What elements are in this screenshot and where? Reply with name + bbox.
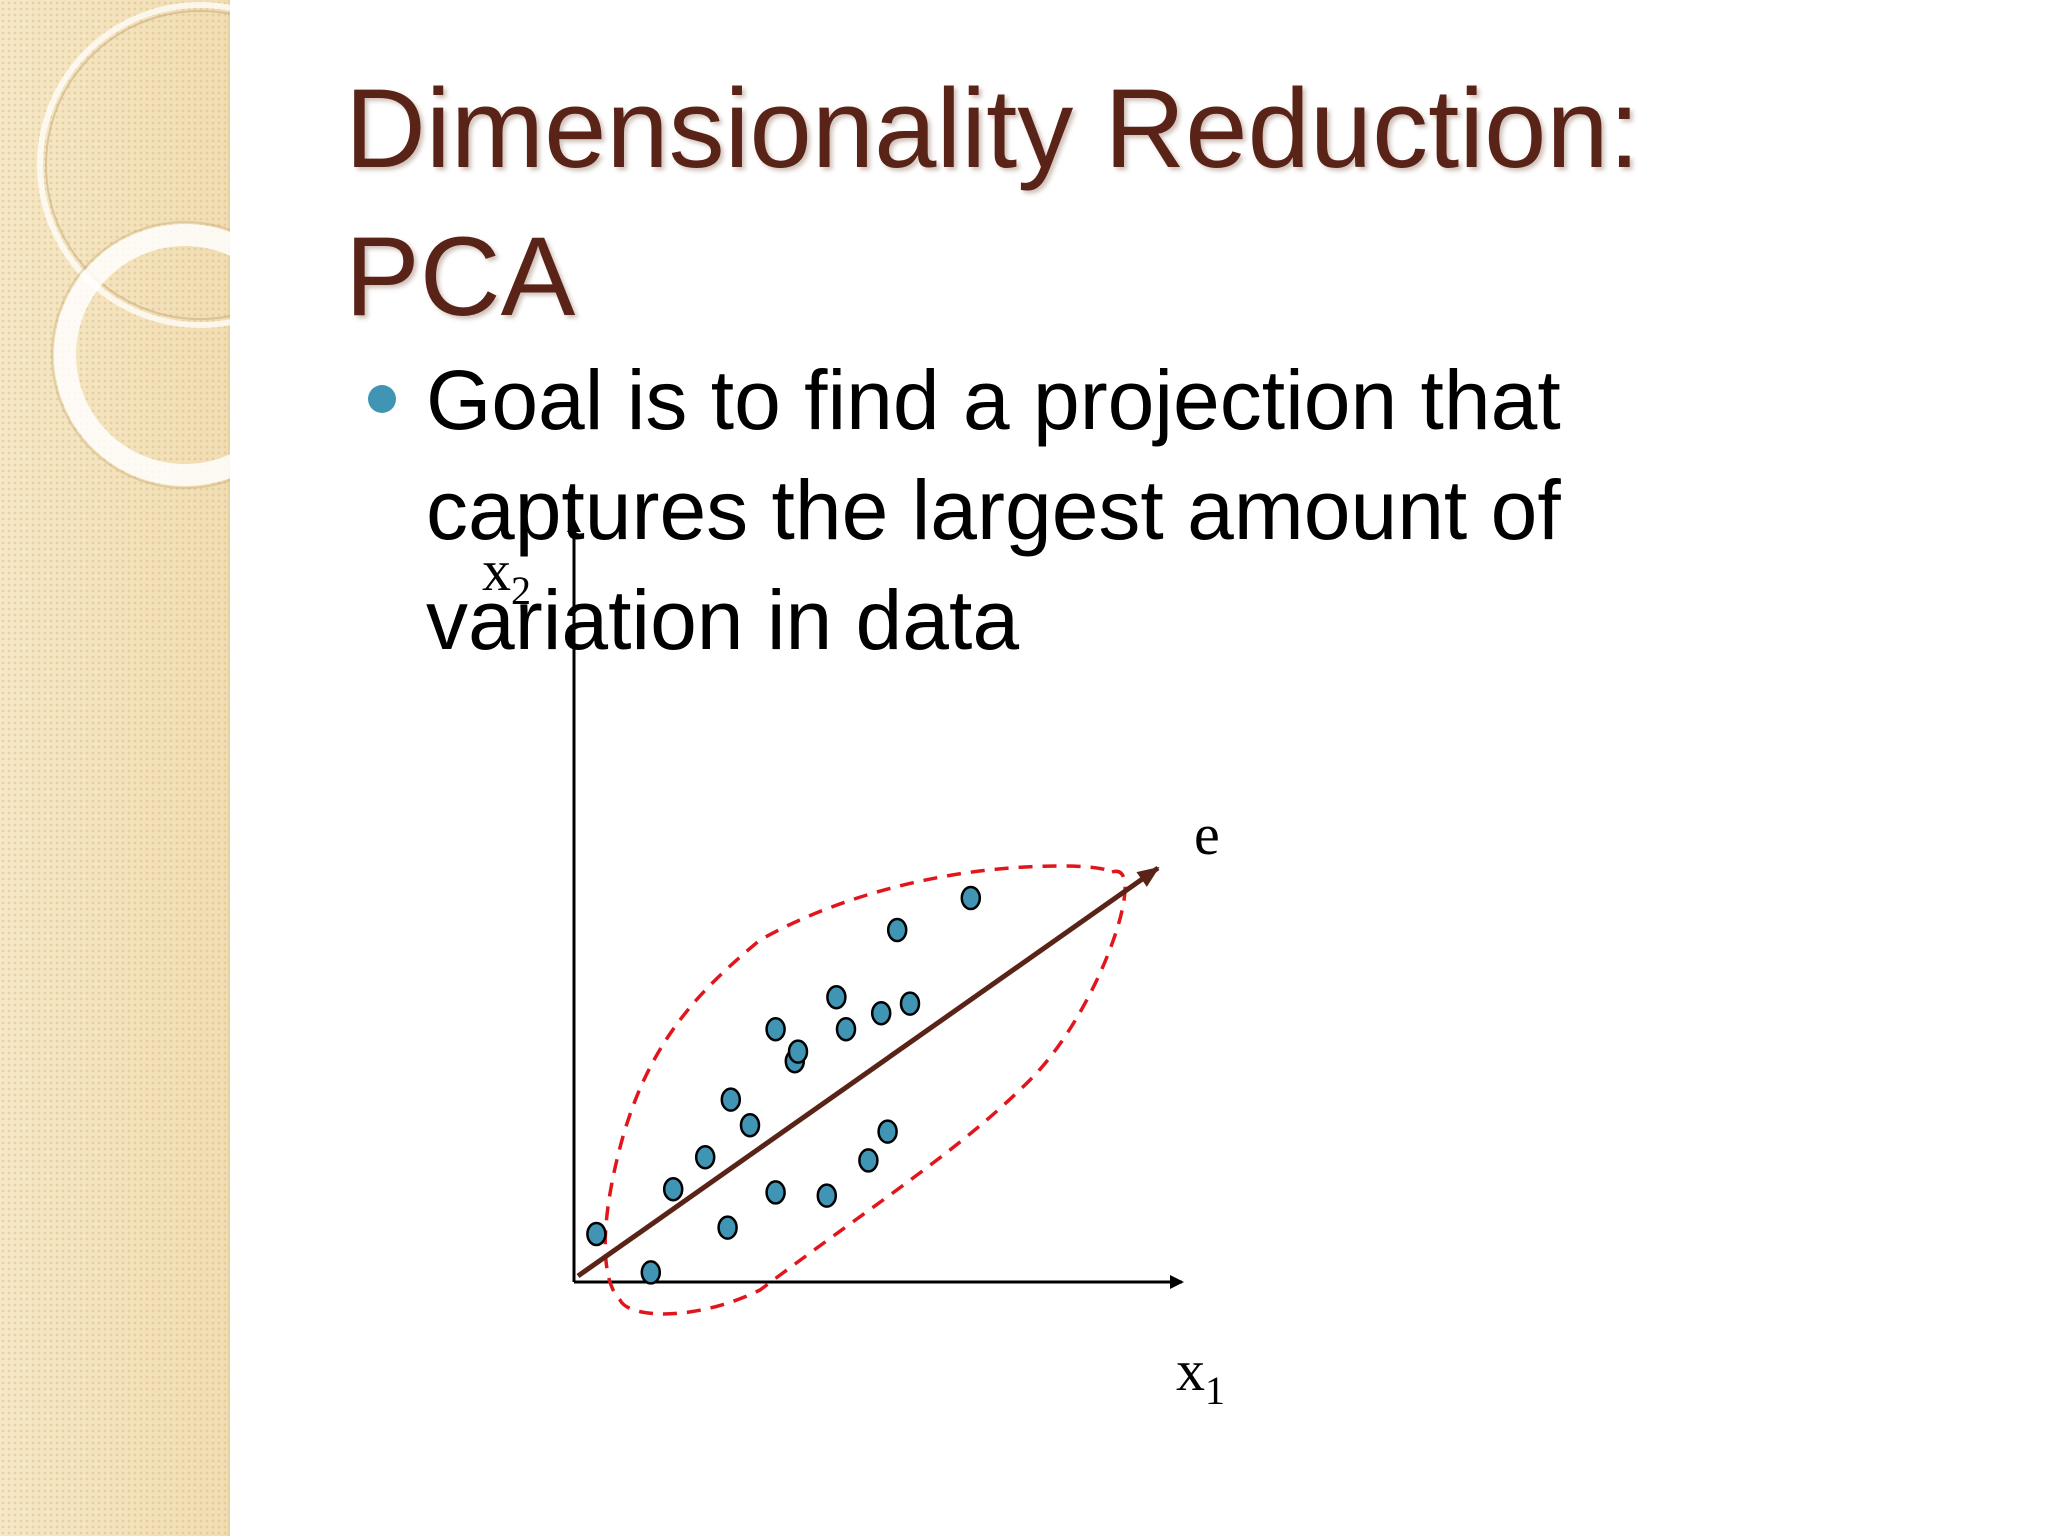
data-point: [877, 1119, 898, 1144]
data-point: [640, 1260, 662, 1285]
data-point: [858, 1148, 879, 1173]
data-point: [826, 984, 847, 1010]
data-point: [765, 1016, 786, 1042]
data-point: [717, 1215, 738, 1240]
title-line-1: Dimensionality Reduction:: [345, 66, 1640, 191]
data-point: [960, 885, 982, 911]
data-point: [694, 1144, 716, 1170]
bullet-text: Goal is to find a projection that captur…: [426, 353, 1561, 667]
bullet-list: Goal is to find a projection that captur…: [360, 345, 1760, 675]
data-point: [816, 1183, 838, 1208]
direction-label: e: [1194, 802, 1220, 867]
data-point: [835, 1016, 857, 1042]
data-spread-ellipse: [603, 864, 1127, 1316]
decorative-rings: [37, 2, 230, 489]
data-point: [765, 1180, 786, 1205]
x-axis-label: x1: [1176, 1338, 1225, 1413]
data-point: [870, 1000, 892, 1026]
slide-title: Dimensionality Reduction: PCA: [345, 55, 1995, 351]
data-point: [739, 1112, 761, 1138]
principal-direction-arrow: [576, 865, 1160, 1279]
bullet-dot-icon: [368, 385, 396, 413]
data-points: [586, 885, 982, 1285]
y-axis-label: x2: [482, 538, 531, 613]
data-point: [662, 1176, 684, 1202]
data-point: [899, 991, 921, 1016]
bullet-item: Goal is to find a projection that captur…: [360, 345, 1760, 675]
data-point: [787, 1039, 809, 1064]
data-point: [886, 917, 908, 943]
title-line-2: PCA: [345, 214, 576, 339]
data-point: [586, 1221, 607, 1247]
decorative-sidebar: [0, 0, 230, 1536]
data-point: [720, 1087, 742, 1112]
